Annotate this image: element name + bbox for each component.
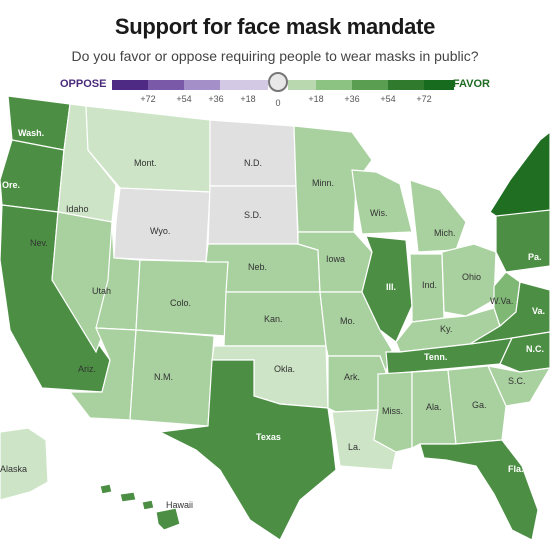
state-label: Ind. xyxy=(422,280,437,290)
legend-tick: +54 xyxy=(176,94,192,104)
state-ill[interactable] xyxy=(361,235,413,343)
state-label: Ark. xyxy=(344,372,360,382)
page-subtitle: Do you favor or oppose requiring people … xyxy=(71,48,479,64)
state-alaska[interactable] xyxy=(0,427,49,501)
legend-center-knob xyxy=(268,72,288,92)
state-label: N.D. xyxy=(244,158,262,168)
state-label: Miss. xyxy=(382,406,403,416)
state-label: Pa. xyxy=(528,252,542,262)
legend-tick: +54 xyxy=(380,94,396,104)
page-title: Support for face mask mandate xyxy=(114,14,436,39)
state-label: Ala. xyxy=(426,402,442,412)
state-label: Ohio xyxy=(462,272,481,282)
state-label: Colo. xyxy=(170,298,191,308)
state-label: Fla. xyxy=(508,464,524,474)
state-label: N.C. xyxy=(526,344,544,354)
legend-swatch-favor-1 xyxy=(288,80,316,90)
state-hawaii-4[interactable] xyxy=(155,507,181,531)
state-fla[interactable] xyxy=(419,439,539,541)
state-label: Alaska xyxy=(0,464,27,474)
state-label: Iowa xyxy=(326,254,345,264)
state-label: Ariz. xyxy=(78,364,96,374)
legend-tick: +18 xyxy=(308,94,324,104)
legend-swatch-favor-5 xyxy=(424,80,454,90)
state-ny[interactable] xyxy=(489,131,550,217)
state-label: Mont. xyxy=(134,158,157,168)
state-label: S.D. xyxy=(244,210,262,220)
state-ore[interactable] xyxy=(0,139,65,213)
state-label: Mich. xyxy=(434,228,456,238)
state-nc[interactable] xyxy=(499,331,550,373)
state-label: N.M. xyxy=(154,372,173,382)
legend-swatch-favor-4 xyxy=(388,80,424,90)
legend-swatch-oppose-1 xyxy=(112,80,148,90)
state-label: Utah xyxy=(92,286,111,296)
state-label: Hawaii xyxy=(166,500,193,510)
state-label: Tenn. xyxy=(424,352,447,362)
state-wis[interactable] xyxy=(351,169,413,235)
state-label: Ga. xyxy=(472,400,487,410)
state-label: W.Va. xyxy=(490,296,513,306)
state-hawaii-3[interactable] xyxy=(141,499,155,511)
legend-tick: +72 xyxy=(416,94,432,104)
state-label: Wash. xyxy=(18,128,44,138)
legend-swatch-favor-2 xyxy=(316,80,352,90)
state-label: S.C. xyxy=(508,376,526,386)
state-label: Texas xyxy=(256,432,281,442)
state-mich[interactable] xyxy=(409,179,467,253)
state-hawaii-1[interactable] xyxy=(99,483,113,495)
state-label: Idaho xyxy=(66,204,89,214)
state-minn[interactable] xyxy=(293,125,373,233)
state-label: Mo. xyxy=(340,316,355,326)
legend-tick: +36 xyxy=(208,94,224,104)
state-label: Va. xyxy=(532,306,545,316)
state-hawaii-2[interactable] xyxy=(119,491,137,503)
state-texas[interactable] xyxy=(157,359,337,541)
state-ark[interactable] xyxy=(327,355,387,413)
state-va[interactable] xyxy=(469,281,550,345)
legend-swatch-oppose-3 xyxy=(184,80,220,90)
state-label: La. xyxy=(348,442,361,452)
legend-tick: 0 xyxy=(275,98,281,108)
legend-swatch-favor-3 xyxy=(352,80,388,90)
state-label: Wyo. xyxy=(150,226,170,236)
legend-tick: +18 xyxy=(240,94,256,104)
state-pa[interactable] xyxy=(495,207,550,273)
legend-swatch-oppose-4 xyxy=(220,80,268,90)
state-label: Neb. xyxy=(248,262,267,272)
state-nd[interactable] xyxy=(209,119,297,187)
legend-tick: +72 xyxy=(140,94,156,104)
legend-tick: +36 xyxy=(344,94,360,104)
state-label: Minn. xyxy=(312,178,334,188)
state-ga[interactable] xyxy=(447,365,507,445)
state-label: Ore. xyxy=(2,180,20,190)
legend-swatch-oppose-2 xyxy=(148,80,184,90)
legend-favor-label: FAVOR xyxy=(452,78,490,90)
legend: OPPOSE FAVOR +72 +54 +36 +18 0 +18 +36 +… xyxy=(60,72,490,112)
state-label: Kan. xyxy=(264,314,283,324)
state-label: Ky. xyxy=(440,324,452,334)
state-label: Wis. xyxy=(370,208,388,218)
state-label: Nev. xyxy=(30,238,48,248)
state-label: Okla. xyxy=(274,364,295,374)
legend-oppose-label: OPPOSE xyxy=(60,78,107,90)
state-label: Ill. xyxy=(386,282,396,292)
state-wyo[interactable] xyxy=(113,187,211,263)
